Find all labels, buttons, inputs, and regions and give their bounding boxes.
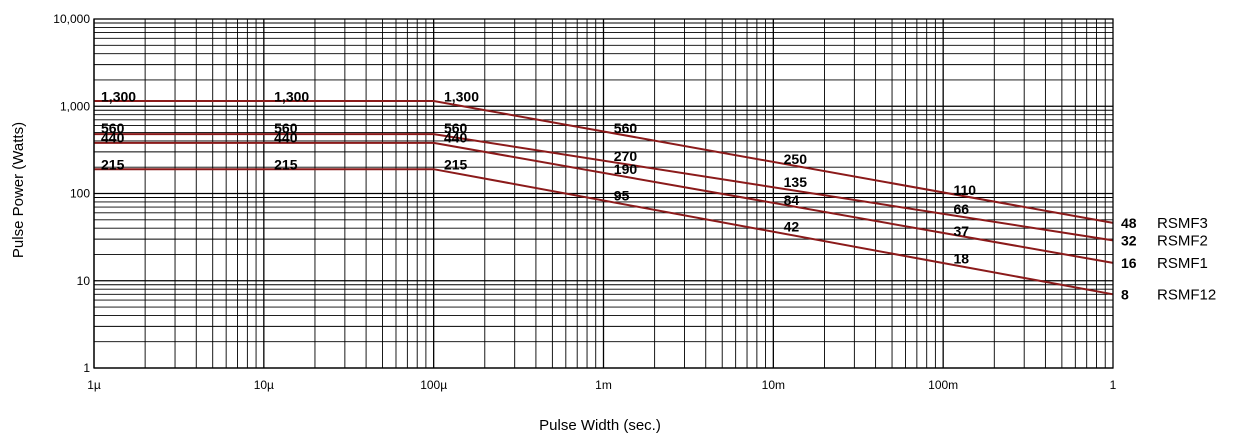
y-tick-label: 1,000 — [60, 99, 90, 113]
y-tick-label: 10 — [77, 274, 91, 288]
series-name-label: RSMF2 — [1157, 232, 1208, 249]
data-point-label: 270 — [614, 148, 638, 164]
data-point-label: 18 — [953, 250, 969, 266]
data-point-label: 190 — [614, 161, 638, 177]
data-point-label: 215 — [274, 156, 298, 172]
series-line — [94, 168, 1114, 296]
data-point-label: 215 — [101, 156, 125, 172]
data-point-label: 560 — [614, 120, 638, 136]
data-point-label: 110 — [953, 182, 976, 198]
x-tick-label: 10µ — [254, 378, 274, 392]
series-lines — [94, 100, 1114, 296]
data-point-label: 84 — [784, 192, 800, 208]
data-point-label: 560 — [101, 120, 125, 136]
series-line — [94, 133, 1114, 242]
series-name-label: RSMF12 — [1157, 286, 1216, 303]
x-tick-label: 10m — [762, 378, 785, 392]
series-line — [94, 141, 1114, 264]
y-axis-title: Pulse Power (Watts) — [10, 122, 27, 258]
series-line — [94, 100, 1114, 224]
series-end-value: 8 — [1121, 286, 1129, 302]
data-point-label: 1,300 — [444, 88, 479, 104]
data-point-label: 440 — [444, 129, 468, 145]
data-point-label: 135 — [784, 174, 808, 190]
x-tick-label: 1m — [595, 378, 612, 392]
y-tick-label: 100 — [70, 187, 90, 201]
series-name-label: RSMF3 — [1157, 215, 1208, 232]
data-point-label: 440 — [274, 129, 298, 145]
data-point-label: 42 — [784, 218, 800, 234]
series-end-value: 32 — [1121, 232, 1137, 248]
data-point-label: 66 — [953, 201, 969, 217]
data-point-label: 1,300 — [101, 88, 136, 104]
series-end-value: 16 — [1121, 255, 1137, 271]
data-point-label: 560 — [274, 120, 298, 136]
data-point-label: 95 — [614, 187, 630, 203]
grid — [93, 19, 1113, 369]
point-labels: 48 RSMF3 1,300 1,300 1,300 560 250 110 32 RSMF2 56… — [101, 88, 1216, 303]
x-tick-label: 1µ — [87, 378, 101, 392]
x-axis-title: Pulse Width (sec.) — [539, 417, 661, 434]
data-point-label: 440 — [101, 129, 125, 145]
data-point-label: 1,300 — [274, 88, 309, 104]
y-tick-label: 10,000 — [53, 12, 90, 26]
data-point-label: 250 — [784, 151, 808, 167]
plot-frame — [93, 18, 1114, 369]
x-tick-label: 1 — [1110, 378, 1117, 392]
series-end-value: 48 — [1121, 215, 1137, 231]
y-tick-label: 1 — [83, 361, 90, 375]
data-point-label: 560 — [444, 120, 468, 136]
x-tick-label: 100m — [928, 378, 958, 392]
series-name-label: RSMF1 — [1157, 255, 1208, 272]
data-point-label: 215 — [444, 156, 468, 172]
x-tick-label: 100µ — [420, 378, 447, 392]
data-point-label: 37 — [953, 223, 969, 239]
